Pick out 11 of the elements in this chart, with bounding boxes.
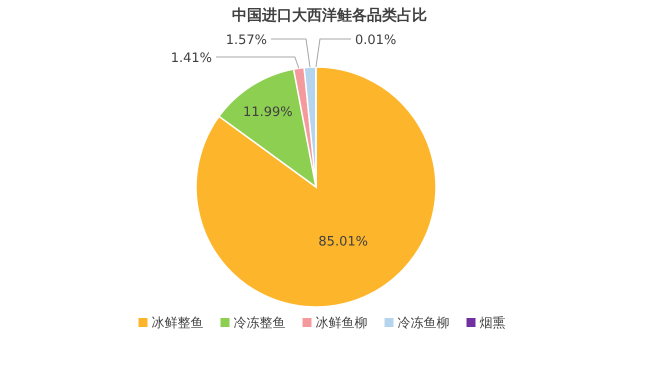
legend-label: 冰鲜鱼柳 [316,316,368,331]
chart-title: 中国进口大西洋鲑各品类占比 [232,6,427,24]
data-label: 1.41% [170,51,212,66]
data-label: 1.57% [226,33,267,48]
legend-label: 冷冻整鱼 [234,316,286,331]
legend-label: 烟熏 [480,316,506,331]
data-label: 11.99% [243,104,293,120]
data-label: 0.01% [355,33,396,48]
data-label: 85.01% [318,234,368,250]
legend-label: 冰鲜整鱼 [152,316,204,331]
legend-label: 冷冻鱼柳 [398,316,450,331]
